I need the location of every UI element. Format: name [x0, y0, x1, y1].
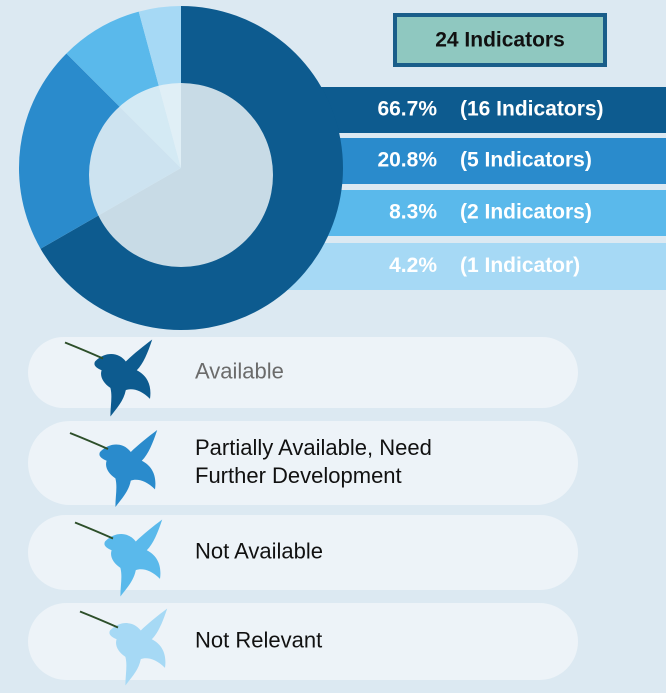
percent-label: 20.8%	[377, 149, 437, 172]
legend-pill	[28, 337, 578, 408]
count-label: (2 Indicators)	[460, 201, 592, 224]
legend-dove	[99, 430, 158, 507]
count-label: (16 Indicators)	[460, 98, 604, 121]
badge	[393, 13, 607, 67]
legend-label-line: Partially Available, Need	[195, 435, 432, 460]
olive-branch	[74, 521, 114, 540]
legend-pill	[28, 603, 578, 680]
percent-label: 8.3%	[389, 201, 437, 224]
legend-label-line: Further Development	[195, 463, 402, 488]
count-label: (1 Indicator)	[460, 254, 580, 277]
legend-label: Not Available	[195, 538, 323, 563]
legend-pill	[28, 515, 578, 590]
legend-label: Not Relevant	[195, 627, 322, 652]
olive-branch	[79, 610, 119, 629]
percent-label: 4.2%	[389, 254, 437, 277]
legend-dove	[109, 608, 168, 686]
legend-dove	[94, 339, 153, 417]
legend-label: Available	[195, 358, 284, 383]
count-label: (5 Indicators)	[460, 149, 592, 172]
legend-label: Partially Available, Need Further Develop…	[195, 435, 432, 488]
olive-branch	[64, 341, 104, 360]
percent-label: 66.7%	[377, 98, 437, 121]
legend-pill	[28, 421, 578, 505]
olive-branch	[69, 432, 109, 450]
legend: Available Partially Available, Need Furthe…	[28, 337, 578, 686]
illustration	[89, 83, 273, 267]
badge-text: 24 Indicators	[435, 29, 565, 52]
legend-dove	[104, 519, 163, 597]
